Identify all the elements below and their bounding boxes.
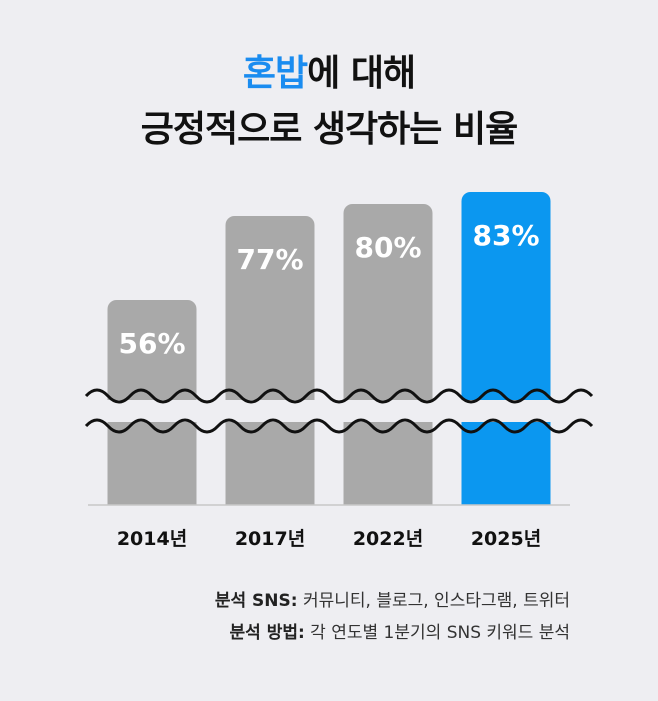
bar xyxy=(461,192,551,505)
bar-base xyxy=(225,493,315,505)
x-tick-label: 2022년 xyxy=(353,528,423,550)
axis-break-gap xyxy=(80,400,578,422)
axis-break-wave-top xyxy=(84,388,594,404)
analysis-sns-text: 커뮤니티, 블로그, 인스타그램, 트위터 xyxy=(297,591,570,611)
bar-value-label: 77% xyxy=(236,243,303,276)
bar-base xyxy=(343,493,433,505)
chart-title-line1: 혼밥에 대해 xyxy=(0,44,658,96)
analysis-sns-note: 분석 SNS: 커뮤니티, 블로그, 인스타그램, 트위터 xyxy=(215,586,570,611)
axis-break-wave-bottom xyxy=(84,418,594,434)
bar-value-label: 83% xyxy=(472,219,539,252)
title-line1-rest: 에 대해 xyxy=(307,53,416,94)
bar-value-label: 80% xyxy=(354,231,421,264)
bar-value-label: 56% xyxy=(118,327,185,360)
analysis-method-note: 분석 방법: 각 연도별 1분기의 SNS 키워드 분석 xyxy=(230,618,571,643)
bar xyxy=(343,204,433,505)
analysis-method-label: 분석 방법: xyxy=(229,623,305,643)
x-tick-label: 2017년 xyxy=(235,528,305,550)
chart-title-line2: 긍정적으로 생각하는 비율 xyxy=(140,109,518,150)
title-accent-word: 혼밥 xyxy=(242,53,308,94)
bar-base xyxy=(461,493,551,505)
analysis-sns-label: 분석 SNS: xyxy=(214,591,298,611)
analysis-method-text: 각 연도별 1분기의 SNS 키워드 분석 xyxy=(304,623,570,643)
bar-base xyxy=(107,493,197,505)
x-tick-label: 2025년 xyxy=(471,528,541,550)
x-tick-label: 2014년 xyxy=(117,528,187,550)
